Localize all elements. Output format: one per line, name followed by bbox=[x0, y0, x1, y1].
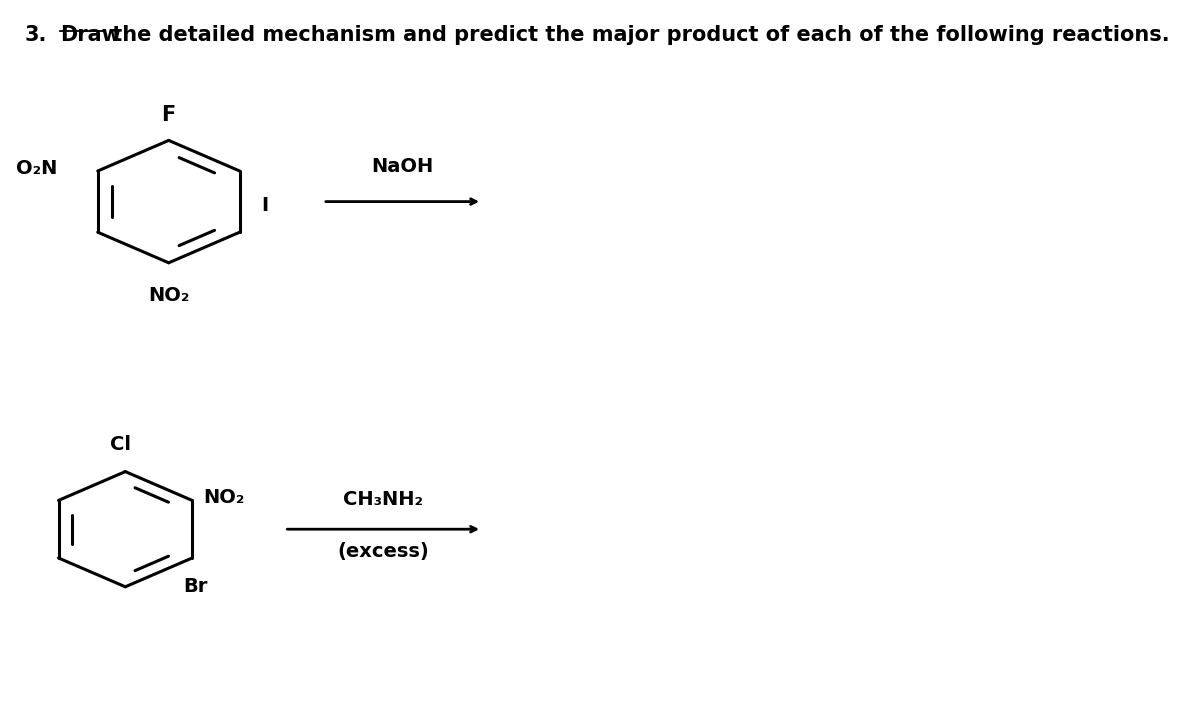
Text: CH₃NH₂: CH₃NH₂ bbox=[343, 490, 424, 509]
Text: NO₂: NO₂ bbox=[148, 286, 190, 305]
Text: Br: Br bbox=[182, 577, 208, 595]
Text: I: I bbox=[260, 196, 268, 215]
Text: (excess): (excess) bbox=[337, 542, 430, 561]
Text: 3.: 3. bbox=[24, 25, 47, 45]
Text: Draw: Draw bbox=[60, 25, 121, 45]
Text: O₂N: O₂N bbox=[16, 158, 58, 178]
Text: the detailed mechanism and predict the major product of each of the following re: the detailed mechanism and predict the m… bbox=[106, 25, 1170, 45]
Text: Cl: Cl bbox=[110, 435, 131, 454]
Text: F: F bbox=[162, 104, 176, 125]
Text: NO₂: NO₂ bbox=[204, 488, 245, 507]
Text: NaOH: NaOH bbox=[371, 158, 433, 176]
